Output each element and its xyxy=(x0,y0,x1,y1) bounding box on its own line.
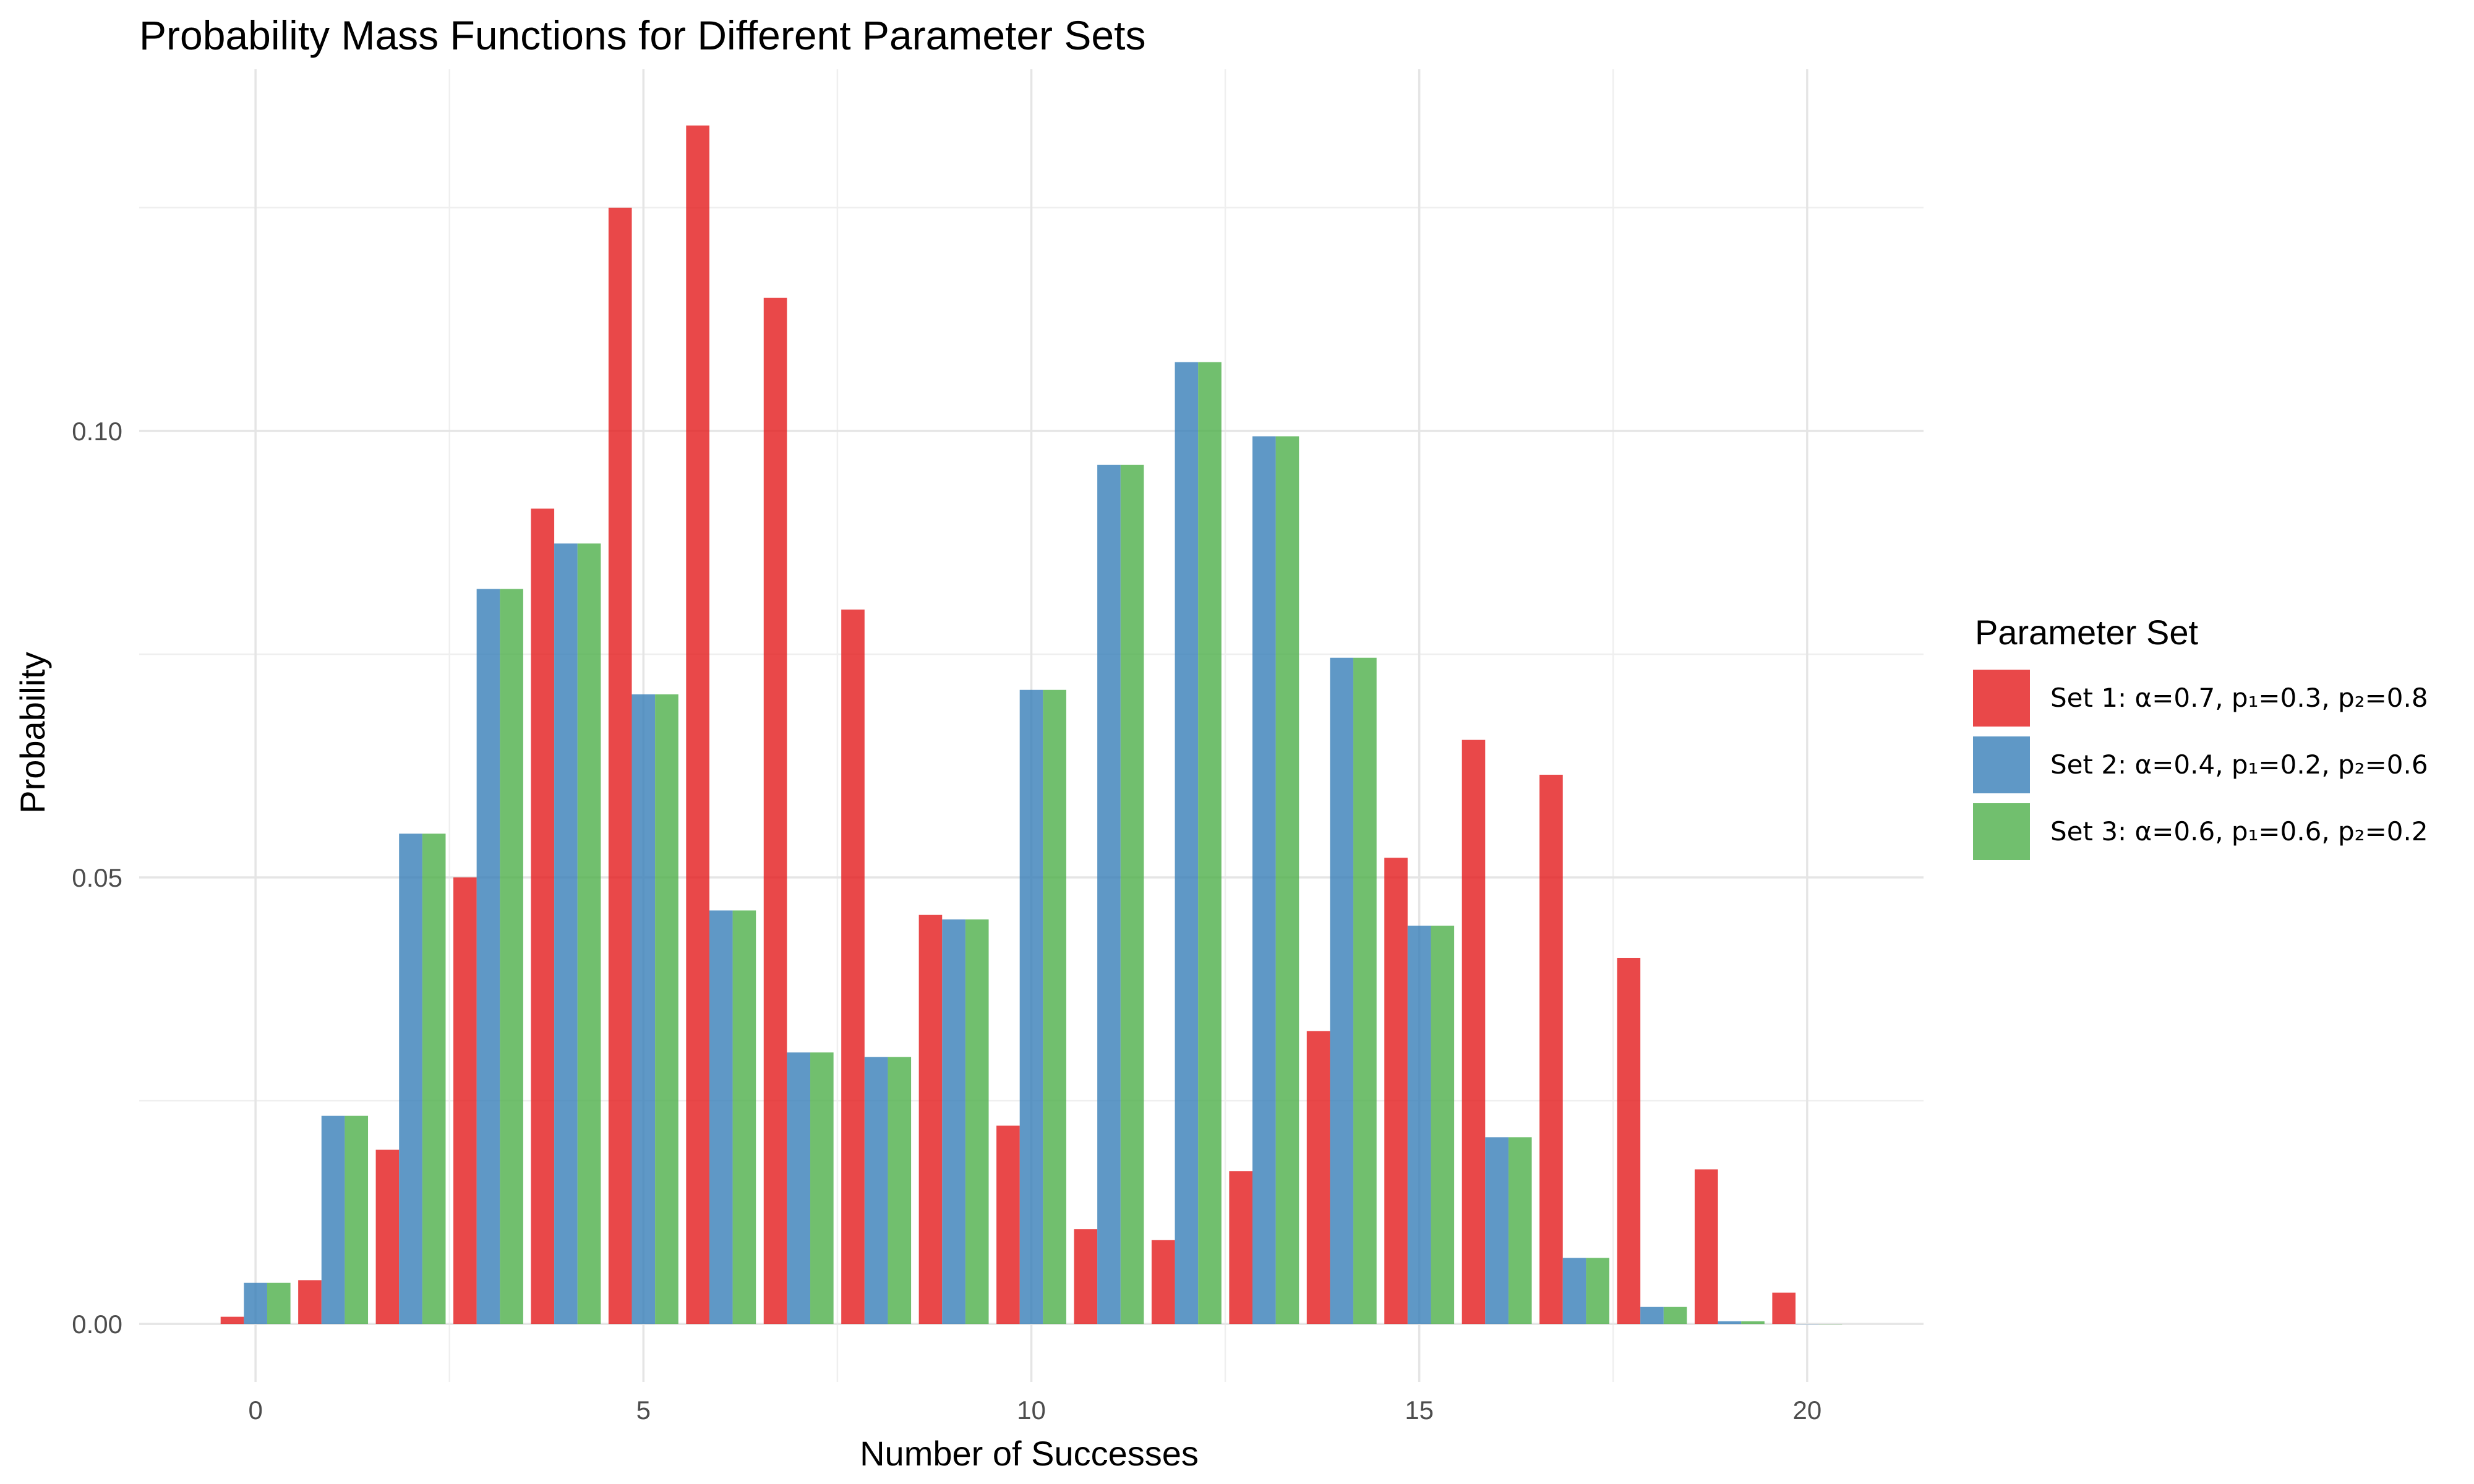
bar xyxy=(709,910,733,1324)
legend-swatch xyxy=(1973,803,2030,860)
y-axis-tick-labels: 0.00 0.05 0.10 xyxy=(72,417,122,1339)
y-tick-label: 0.00 xyxy=(72,1310,122,1339)
bar xyxy=(1431,926,1455,1324)
bar xyxy=(1151,1240,1175,1324)
x-axis-tick-labels: 0 5 10 15 20 xyxy=(248,1396,1821,1425)
bar xyxy=(864,1057,888,1324)
bar xyxy=(1252,436,1276,1324)
x-tick-label: 10 xyxy=(1017,1396,1046,1425)
bar xyxy=(1330,657,1354,1324)
legend-swatch xyxy=(1973,670,2030,727)
bar xyxy=(399,834,422,1324)
x-axis-title: Number of Successes xyxy=(860,1434,1199,1473)
bar xyxy=(1586,1258,1609,1324)
bar xyxy=(787,1052,811,1324)
bar xyxy=(577,543,601,1324)
legend-label: Set 3: α=0.6, p₁=0.6, p₂=0.2 xyxy=(2050,816,2428,846)
bar xyxy=(1694,1169,1718,1324)
bar xyxy=(686,125,709,1324)
legend-item-set-3: Set 3: α=0.6, p₁=0.6, p₂=0.2 xyxy=(1973,803,2428,860)
bar xyxy=(1663,1307,1687,1324)
y-tick-label: 0.05 xyxy=(72,863,122,892)
bar xyxy=(732,910,756,1324)
legend-label: Set 1: α=0.7, p₁=0.3, p₂=0.8 xyxy=(2050,683,2428,713)
bars-layer xyxy=(220,125,1843,1324)
bar xyxy=(554,543,578,1324)
bar xyxy=(888,1057,912,1324)
chart-title: Probability Mass Functions for Different… xyxy=(139,12,1145,58)
bar xyxy=(220,1316,244,1324)
bar xyxy=(1640,1307,1664,1324)
bar xyxy=(1462,740,1486,1324)
series-1-bars xyxy=(220,125,1796,1324)
x-tick-label: 20 xyxy=(1792,1396,1821,1425)
bar xyxy=(1198,362,1222,1324)
series-2-bars xyxy=(244,362,1819,1324)
legend-swatch xyxy=(1973,736,2030,793)
bar xyxy=(453,877,477,1324)
bar xyxy=(608,207,632,1324)
bar xyxy=(1407,926,1431,1324)
bar xyxy=(1229,1171,1252,1324)
bar xyxy=(1384,858,1408,1324)
legend-label: Set 2: α=0.4, p₁=0.2, p₂=0.6 xyxy=(2050,749,2428,780)
bar xyxy=(1617,958,1641,1324)
x-tick-label: 0 xyxy=(248,1396,262,1425)
bar xyxy=(345,1115,369,1324)
bar xyxy=(375,1149,400,1324)
bar xyxy=(942,919,965,1324)
bar xyxy=(763,297,787,1324)
bar xyxy=(655,694,678,1324)
bar xyxy=(1508,1137,1532,1324)
x-tick-label: 5 xyxy=(636,1396,651,1425)
bar xyxy=(1353,657,1377,1324)
bar xyxy=(321,1115,345,1324)
bar xyxy=(841,609,865,1324)
bar xyxy=(500,589,523,1324)
y-axis-title: Probability xyxy=(13,652,52,813)
bar xyxy=(476,589,500,1324)
bar xyxy=(1485,1137,1509,1324)
bar xyxy=(1097,464,1121,1324)
legend-item-set-2: Set 2: α=0.4, p₁=0.2, p₂=0.6 xyxy=(1973,736,2428,793)
legend-items: Set 1: α=0.7, p₁=0.3, p₂=0.8 Set 2: α=0.4… xyxy=(1973,670,2428,860)
bar xyxy=(422,834,446,1324)
bar xyxy=(267,1282,291,1324)
bar xyxy=(1074,1229,1098,1324)
bar xyxy=(1019,689,1043,1324)
bar xyxy=(1539,774,1563,1324)
bar xyxy=(1772,1292,1796,1324)
bar xyxy=(1043,689,1066,1324)
bar xyxy=(298,1280,322,1324)
legend-title: Parameter Set xyxy=(1975,613,2198,652)
bar xyxy=(1120,464,1144,1324)
bar xyxy=(244,1282,267,1324)
bar xyxy=(1718,1321,1742,1324)
legend-item-set-1: Set 1: α=0.7, p₁=0.3, p₂=0.8 xyxy=(1973,670,2428,727)
bar xyxy=(1741,1321,1765,1324)
bar xyxy=(1306,1031,1330,1324)
bar xyxy=(1175,362,1199,1324)
bar xyxy=(810,1052,834,1324)
bar xyxy=(631,694,656,1324)
bar xyxy=(1562,1258,1586,1324)
bar xyxy=(965,919,989,1324)
bar xyxy=(1275,436,1299,1324)
bar xyxy=(918,915,943,1324)
legend: Parameter Set Set 1: α=0.7, p₁=0.3, p₂=0… xyxy=(1973,613,2428,860)
bar xyxy=(531,508,555,1324)
bar xyxy=(996,1125,1020,1324)
y-tick-label: 0.10 xyxy=(72,417,122,446)
series-3-bars xyxy=(267,362,1843,1324)
x-tick-label: 15 xyxy=(1405,1396,1434,1425)
